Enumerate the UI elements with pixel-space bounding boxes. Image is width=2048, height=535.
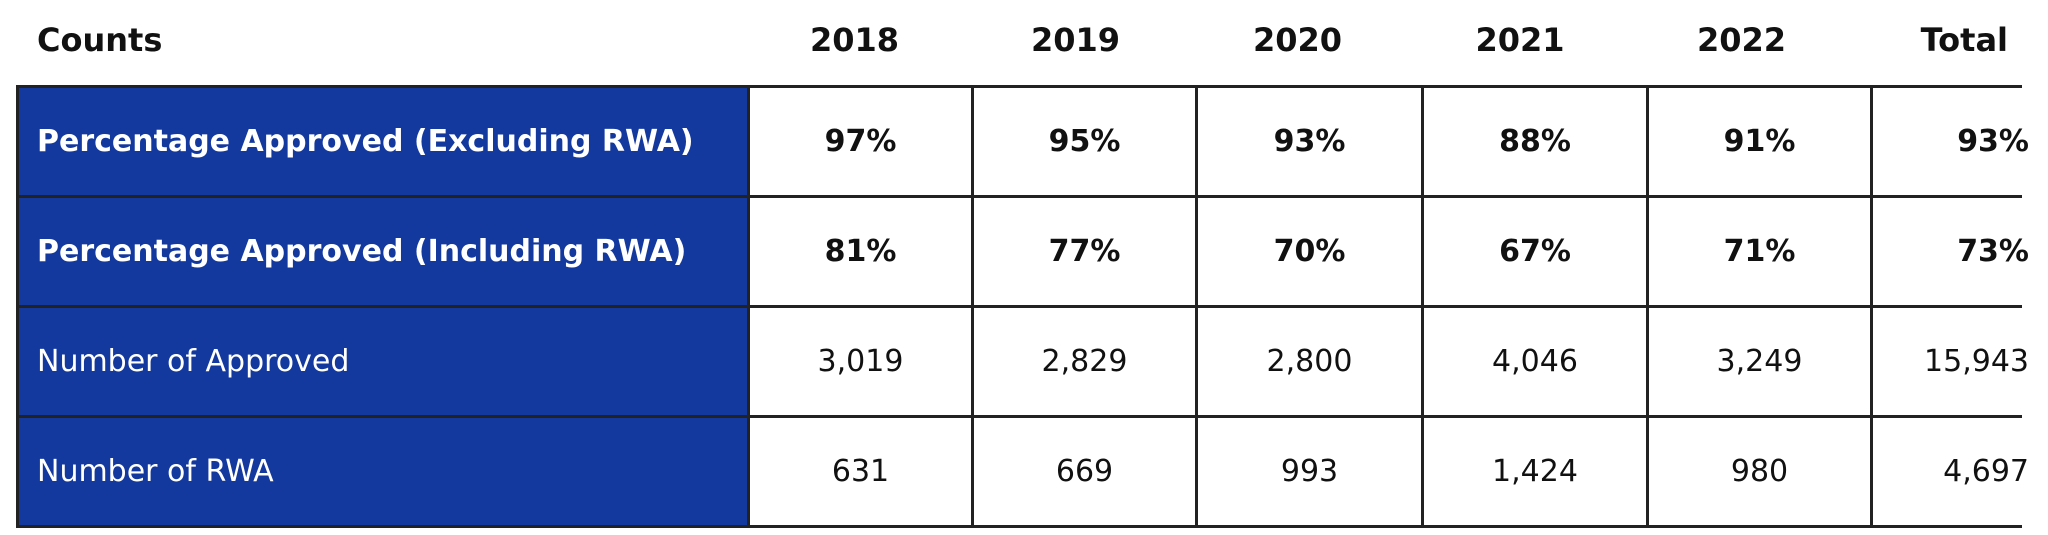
table-cell: 88% (1424, 88, 1646, 195)
column-header: 2022 (1696, 21, 1787, 59)
table-cell: 71% (1649, 198, 1870, 305)
table-cell: 73% (1873, 198, 2043, 305)
row-label: Percentage Approved (Including RWA) (19, 198, 747, 305)
table-cell: 4,697 (1873, 418, 2043, 525)
table-cell: 631 (750, 418, 971, 525)
table-cell: 95% (974, 88, 1195, 195)
table-cell: 3,019 (750, 308, 971, 415)
table-cell: 70% (1198, 198, 1421, 305)
table-cell: 4,046 (1424, 308, 1646, 415)
table-cell: 1,424 (1424, 418, 1646, 525)
table-cell: 67% (1424, 198, 1646, 305)
column-header: 2018 (809, 21, 900, 59)
table-cell: 980 (1649, 418, 1870, 525)
table-cell: 91% (1649, 88, 1870, 195)
table-cell: 993 (1198, 418, 1421, 525)
column-header: Counts (37, 21, 163, 59)
column-header: 2019 (1030, 21, 1121, 59)
column-header: 2020 (1252, 21, 1343, 59)
table-cell: 3,249 (1649, 308, 1870, 415)
table-cell: 669 (974, 418, 1195, 525)
table-cell: 77% (974, 198, 1195, 305)
column-header: 2021 (1475, 21, 1565, 59)
table: Percentage Approved (Excluding RWA) 97% 95… (16, 85, 2043, 528)
table-cell: 2,829 (974, 308, 1195, 415)
table-cell: 81% (750, 198, 971, 305)
column-header: Total (1920, 21, 2008, 59)
row-label: Percentage Approved (Excluding RWA) (19, 88, 747, 195)
table-cell: 15,943 (1873, 308, 2043, 415)
table-cell: 2,800 (1198, 308, 1421, 415)
table-cell: 93% (1198, 88, 1421, 195)
table-cell: 93% (1873, 88, 2043, 195)
table-cell: 97% (750, 88, 971, 195)
row-label: Number of Approved (19, 308, 747, 415)
row-label: Number of RWA (19, 418, 747, 525)
